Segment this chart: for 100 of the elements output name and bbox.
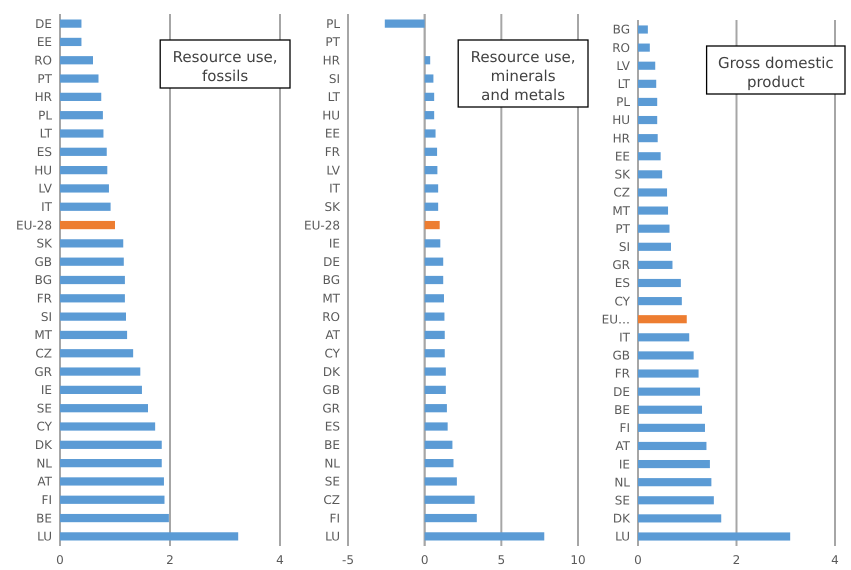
y-tick-label: HU — [322, 108, 340, 122]
y-tick-label: DK — [34, 438, 54, 452]
bar — [60, 532, 238, 541]
bar — [638, 406, 702, 414]
y-tick-label: FI — [42, 492, 52, 507]
bar — [638, 369, 699, 378]
bar — [60, 330, 128, 340]
text: Gross domestic product — [718, 54, 834, 91]
bar — [60, 258, 124, 266]
y-tick-label: SK — [324, 200, 342, 214]
bar — [60, 92, 102, 101]
x-tick-label: 2 — [166, 553, 174, 567]
y-tick-label: IT — [619, 330, 631, 345]
bar — [638, 388, 700, 396]
y-tick-label: LT — [618, 77, 631, 92]
y-tick-label: LU — [37, 530, 52, 544]
y-tick-label: NL — [36, 456, 52, 470]
y-tick-label: IE — [618, 457, 630, 472]
y-tick-label: BG — [612, 22, 630, 37]
y-tick-label: EE — [324, 126, 340, 141]
y-tick-label: FR — [614, 366, 630, 381]
x-tick-label: 2 — [732, 553, 740, 567]
bar — [384, 19, 425, 28]
bar — [60, 129, 104, 138]
x-tick-label: 4 — [276, 553, 284, 567]
bar — [638, 333, 690, 342]
y-tick-label: RO — [322, 310, 340, 324]
bar — [638, 62, 656, 70]
y-tick-label: LU — [615, 530, 630, 544]
y-tick-label: BE — [324, 438, 340, 452]
y-tick-label: PL — [616, 95, 630, 110]
bar — [424, 459, 454, 468]
bar — [60, 367, 140, 376]
bar — [424, 239, 440, 248]
text: Resource use, minerals and metals — [470, 48, 576, 104]
bar — [60, 74, 98, 83]
bar — [424, 532, 544, 541]
bar — [60, 440, 162, 449]
y-tick-label: IT — [41, 200, 53, 214]
y-tick-label: SI — [618, 240, 630, 254]
y-tick-label: BE — [614, 402, 630, 417]
y-tick-label: BE — [36, 511, 52, 526]
bar — [638, 170, 662, 178]
y-tick-label: DE — [323, 254, 340, 269]
y-tick-label: SE — [36, 401, 52, 416]
y-tick-label: LV — [38, 182, 53, 196]
bar — [60, 148, 107, 156]
bar — [638, 424, 705, 432]
y-tick-label: CY — [324, 346, 341, 360]
bar — [638, 514, 722, 522]
bar — [60, 56, 93, 64]
x-tick-label: 0 — [634, 553, 642, 567]
y-tick-label: SK — [36, 236, 54, 251]
bar — [424, 386, 446, 394]
bar — [60, 477, 164, 486]
y-tick-label: LV — [326, 163, 341, 178]
y-tick-label: GR — [612, 258, 630, 272]
bar — [424, 258, 444, 266]
bar — [60, 276, 125, 284]
y-tick-label: FI — [620, 421, 630, 436]
bar — [60, 19, 82, 28]
bar — [638, 206, 668, 215]
bar — [424, 312, 444, 321]
bar — [424, 129, 436, 138]
text: Resource use, fossils — [172, 48, 278, 85]
bar — [424, 111, 434, 120]
bar — [60, 111, 103, 120]
y-tick-label: RO — [34, 53, 52, 68]
bar — [638, 532, 790, 541]
y-tick-label: HU — [34, 163, 52, 178]
bar — [638, 98, 658, 106]
bar — [60, 202, 111, 211]
y-tick-label: RO — [612, 40, 630, 55]
y-tick-label: AT — [325, 328, 341, 342]
y-tick-label: DE — [35, 16, 52, 31]
bar — [60, 38, 82, 46]
bar — [638, 278, 681, 288]
y-tick-label: CY — [614, 294, 631, 308]
y-tick-label: DK — [612, 512, 632, 526]
bar — [638, 442, 706, 450]
bar — [424, 294, 444, 302]
y-tick-label: NL — [324, 456, 340, 470]
bar — [638, 152, 661, 160]
bar — [60, 220, 115, 230]
bar — [60, 294, 125, 302]
x-tick-label: 0 — [56, 553, 64, 567]
y-tick-label: IE — [40, 383, 52, 398]
bar — [424, 166, 438, 174]
bar — [638, 260, 672, 269]
bar — [638, 242, 671, 251]
y-tick-label: GR — [322, 401, 340, 416]
y-tick-label: CY — [36, 420, 53, 434]
y-tick-label: LV — [616, 58, 631, 73]
y-tick-label: DE — [613, 384, 630, 399]
y-tick-label: BG — [322, 273, 340, 288]
bar — [424, 74, 434, 83]
y-tick-label: CZ — [323, 492, 340, 507]
y-tick-label: AT — [615, 439, 631, 454]
y-tick-label: SI — [40, 310, 52, 324]
y-tick-label: EE — [36, 35, 52, 50]
